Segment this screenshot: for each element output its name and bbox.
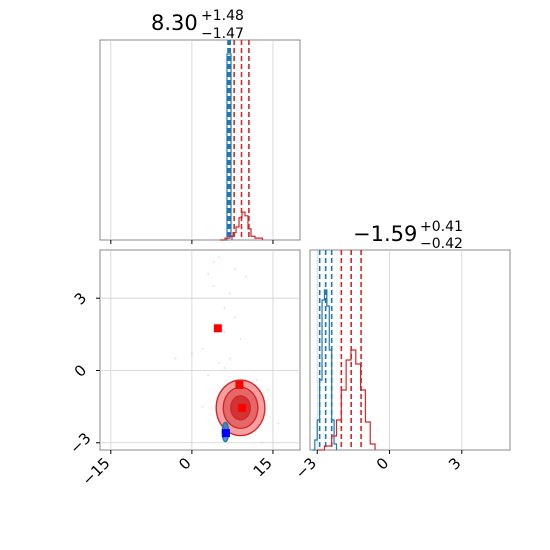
joint-panel: −15 0 15 −3 0 3 xyxy=(66,249,301,489)
marginal-y-title-plus: +0.41 xyxy=(420,219,463,235)
joint-y-tick-label: 0 xyxy=(71,361,90,380)
joint-scatter-point xyxy=(223,331,226,333)
joint-scatter-point xyxy=(207,273,210,275)
joint-scatter-point xyxy=(212,261,215,263)
joint-scatter-point xyxy=(201,405,204,408)
joint-scatter-point xyxy=(234,316,237,319)
joint-y-tick-label: −3 xyxy=(66,429,94,457)
joint-scatter-point xyxy=(223,306,226,309)
joint-scatter-point xyxy=(190,352,193,355)
joint-scatter-point xyxy=(255,379,258,382)
marginal-x-title-minus: −1.47 xyxy=(201,26,244,42)
joint-scatter-point xyxy=(266,388,269,391)
joint-scatter-point xyxy=(174,357,177,360)
joint-scatter-point xyxy=(228,292,231,295)
joint-scatter-point xyxy=(245,275,247,278)
joint-scatter-point xyxy=(234,268,237,271)
marginal-y-tick-label: 3 xyxy=(445,454,464,473)
marginal-y-panel: −3 0 3 −1.59 +0.41 −0.42 xyxy=(292,219,511,482)
marginal-x-axes-frame xyxy=(99,39,301,241)
marginal-y-tick-label: −3 xyxy=(292,454,320,482)
joint-y-tick-label: 3 xyxy=(71,289,90,308)
marginal-x-title-plus: +1.48 xyxy=(201,8,244,24)
joint-scatter-point xyxy=(277,422,280,425)
joint-x-tick-label: 15 xyxy=(250,454,276,480)
joint-axes-frame xyxy=(99,249,301,451)
joint-scatter-point xyxy=(212,285,215,288)
joint-scatter-point xyxy=(228,357,231,360)
marginal-y-histogram-red xyxy=(317,349,376,451)
joint-scatter-point xyxy=(223,367,226,369)
marginal-y-histogram-blue xyxy=(312,289,338,451)
joint-scatter-point xyxy=(207,374,210,377)
joint-marker-1 xyxy=(235,380,244,389)
joint-x-tick-label: 0 xyxy=(175,454,194,473)
marginal-x-title-value: 8.30 xyxy=(151,11,198,35)
marginal-y-title-minus: −0.42 xyxy=(420,236,463,252)
joint-marker-3 xyxy=(221,429,230,438)
marginal-x-panel: 8.30 +1.48 −1.47 xyxy=(99,8,301,244)
joint-marker-0 xyxy=(213,324,222,333)
marginal-y-tick-label: 0 xyxy=(373,454,392,473)
marginal-y-title-value: −1.59 xyxy=(353,222,417,246)
joint-marker-2 xyxy=(238,403,247,412)
marginal-y-axes-frame xyxy=(309,249,511,451)
joint-x-tick-label: −15 xyxy=(79,454,114,489)
joint-scatter-point xyxy=(239,338,242,341)
joint-scatter-point xyxy=(261,441,264,444)
joint-scatter-point xyxy=(201,347,204,350)
joint-scatter-point xyxy=(218,362,220,365)
joint-scatter-point xyxy=(218,256,220,259)
